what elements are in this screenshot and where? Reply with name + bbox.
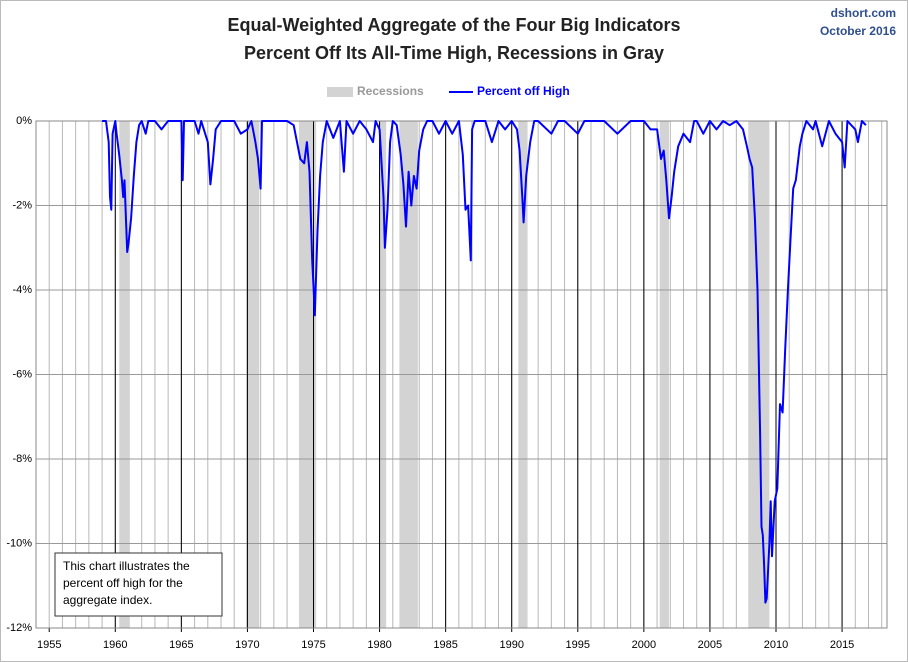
y-tick-label: -12%	[6, 622, 32, 634]
x-tick-label: 1960	[103, 639, 127, 651]
x-tick-label: 1985	[433, 639, 457, 651]
legend-label: Recessions	[357, 84, 424, 98]
y-tick-label: -10%	[6, 537, 32, 549]
plot-border	[35, 120, 888, 629]
chart-subtitle: Percent Off Its All-Time High, Recession…	[244, 43, 664, 63]
legend-label: Percent off High	[477, 84, 570, 98]
x-tick-label: 2015	[830, 639, 854, 651]
date: October 2016	[820, 24, 896, 38]
annotation-box	[54, 552, 223, 617]
y-tick-label: -4%	[12, 284, 32, 296]
x-tick-label: 1975	[301, 639, 325, 651]
y-tick-label: -2%	[12, 199, 32, 211]
annotation-text: aggregate index.	[63, 593, 152, 607]
y-tick-label: 0%	[16, 115, 32, 127]
x-tick-label: 1990	[499, 639, 523, 651]
x-tick-label: 2000	[632, 639, 656, 651]
x-tick-label: 1995	[566, 639, 590, 651]
legend-swatch	[327, 87, 353, 97]
x-tick-label: 2010	[764, 639, 788, 651]
x-tick-label: 1970	[235, 639, 259, 651]
x-tick-label: 1965	[169, 639, 193, 651]
chart-title: Equal-Weighted Aggregate of the Four Big…	[227, 15, 680, 35]
x-tick-label: 2005	[698, 639, 722, 651]
x-tick-label: 1980	[367, 639, 391, 651]
x-tick-label: 1955	[37, 639, 61, 651]
source: dshort.com	[831, 6, 896, 20]
annotation-text: This chart illustrates the	[63, 559, 190, 573]
annotation-text: percent off high for the	[63, 576, 183, 590]
y-tick-label: -8%	[12, 453, 32, 465]
data-line	[102, 120, 867, 604]
y-tick-label: -6%	[12, 368, 32, 380]
